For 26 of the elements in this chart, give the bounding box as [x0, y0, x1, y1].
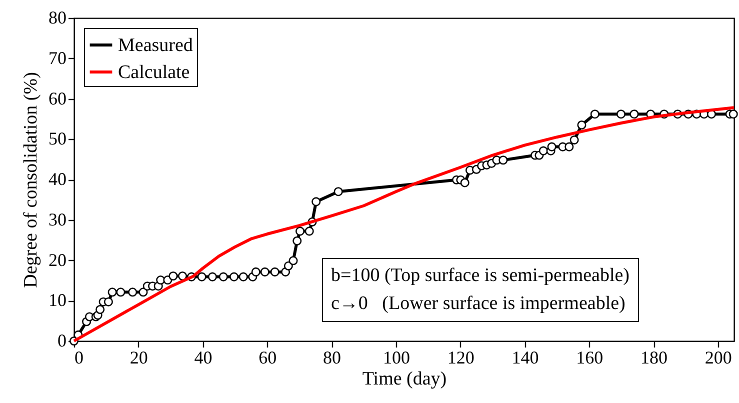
legend-label: Measured	[118, 35, 194, 56]
x-tick-label: 60	[258, 348, 277, 368]
y-tick-label: 50	[48, 128, 66, 149]
x-tick-label: 100	[382, 348, 410, 368]
x-tick-label: 40	[194, 348, 212, 368]
x-tick-label: 80	[323, 348, 342, 368]
x-tick-label: 160	[576, 348, 604, 368]
x-tick-label: 20	[130, 348, 148, 368]
y-tick-label: 30	[48, 209, 66, 230]
legend-label: Calculate	[118, 62, 190, 83]
x-axis-title: Time (day)	[362, 368, 447, 390]
x-tick-label: 180	[640, 348, 668, 368]
y-tick-label: 60	[48, 88, 66, 108]
annotation: b=100 (Top surface is semi-permeable)	[331, 264, 630, 288]
x-tick-label: 200	[704, 348, 732, 368]
x-tick-label: 0	[74, 348, 84, 368]
annotation: c→0 (Lower surface is impermeable)	[331, 292, 626, 316]
x-tick-label: 140	[512, 348, 539, 368]
y-tick-label: 40	[48, 169, 66, 189]
y-tick-label: 20	[48, 250, 66, 270]
y-tick-label: 70	[48, 48, 66, 68]
x-tick-label: 120	[447, 348, 474, 368]
y-tick-label: 0	[58, 330, 66, 350]
y-tick-label: 80	[48, 8, 66, 28]
y-axis-title: Degree of consolidation (%)	[20, 72, 42, 288]
y-tick-label: 10	[48, 290, 66, 310]
